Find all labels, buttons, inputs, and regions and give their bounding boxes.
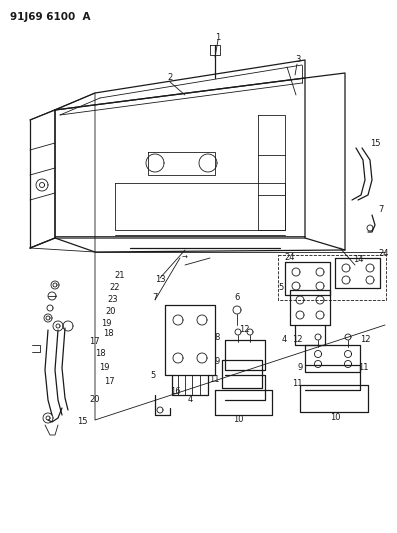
Text: 21: 21 (114, 271, 125, 279)
Text: 9: 9 (215, 358, 220, 367)
Text: 7: 7 (152, 294, 158, 303)
Text: 18: 18 (103, 328, 114, 337)
Text: 5: 5 (279, 282, 284, 292)
Text: 11: 11 (293, 378, 303, 387)
Text: 12: 12 (239, 326, 249, 335)
Text: 5: 5 (151, 370, 156, 379)
Text: 11: 11 (358, 362, 368, 372)
Text: 24: 24 (285, 253, 295, 262)
Text: 20: 20 (89, 395, 100, 405)
Text: 18: 18 (95, 350, 106, 359)
Text: 16: 16 (170, 387, 180, 397)
Text: 19: 19 (102, 319, 112, 327)
Text: 1: 1 (216, 33, 221, 42)
Text: 15: 15 (77, 417, 87, 426)
Text: 8: 8 (215, 333, 220, 342)
Text: 14: 14 (353, 255, 363, 264)
Text: 13: 13 (155, 276, 165, 285)
Text: 23: 23 (107, 295, 118, 304)
Text: 12: 12 (360, 335, 370, 344)
Text: 10: 10 (233, 416, 243, 424)
Text: 17: 17 (104, 377, 115, 386)
Text: 22: 22 (110, 284, 120, 293)
Text: 7: 7 (378, 206, 384, 214)
Text: 17: 17 (89, 337, 100, 346)
Text: 3: 3 (295, 55, 301, 64)
Text: 6: 6 (234, 294, 240, 303)
Text: 2: 2 (168, 74, 173, 83)
Text: 20: 20 (106, 308, 116, 317)
Text: 12: 12 (293, 335, 303, 344)
Text: 11: 11 (210, 376, 220, 384)
Text: 4: 4 (187, 395, 193, 405)
Text: 91J69 6100  A: 91J69 6100 A (10, 12, 91, 22)
Text: →: → (182, 255, 188, 261)
Text: 15: 15 (370, 139, 380, 148)
Text: 24: 24 (379, 249, 389, 259)
Text: 4: 4 (282, 335, 287, 344)
Text: 19: 19 (100, 362, 110, 372)
Text: 9: 9 (298, 364, 303, 373)
Text: 10: 10 (330, 414, 340, 423)
